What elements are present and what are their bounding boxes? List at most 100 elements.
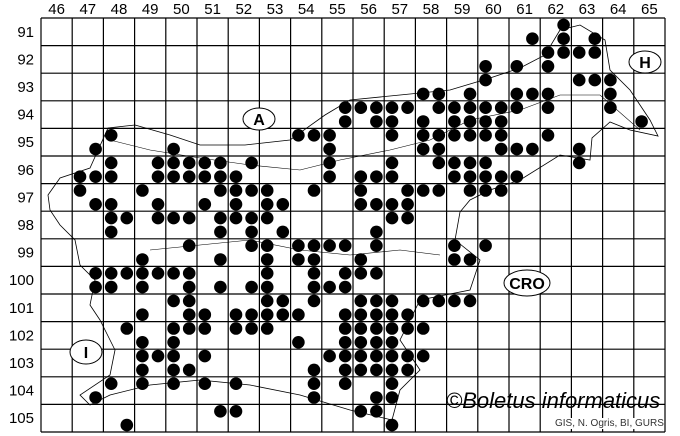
record-dot [541,46,555,59]
record-dot [338,115,352,128]
record-dot [167,142,180,156]
record-dot [73,170,87,183]
record-dot [494,129,508,142]
record-dot [401,308,414,322]
column-label: 49 [142,1,159,18]
record-dot [385,156,399,170]
record-dot [260,267,274,280]
record-dot [182,211,196,225]
record-dot [588,46,602,59]
record-dot [151,267,165,280]
record-dot [89,198,102,211]
column-label: 54 [298,1,315,18]
column-label: 64 [610,1,627,18]
record-dot [541,87,555,101]
record-dot [89,267,102,280]
record-dot [198,377,212,391]
column-label: 56 [360,1,377,18]
row-labels: 91 92 93 94 95 96 97 98 99 100 101 102 103 104 105 [9,24,34,427]
record-dot [572,46,586,59]
record-dot [432,184,446,197]
record-dot [479,170,492,183]
column-label: 65 [641,1,658,18]
record-dot [448,129,461,142]
region-label-croatia: CRO [503,269,551,297]
record-dot [385,211,399,225]
record-dot [494,115,508,128]
record-dot [526,32,539,45]
record-dot [136,349,149,363]
record-dot [307,253,321,266]
record-dot [604,73,617,87]
record-dot [385,336,399,349]
row-label: 102 [9,327,34,344]
record-dot [260,322,274,335]
record-dot [572,156,586,170]
record-dot [354,198,368,211]
record-dot [229,308,243,322]
record-dot [307,267,321,280]
record-dot [370,405,383,418]
record-dot [292,239,305,252]
record-dot [416,349,430,363]
record-dot [416,115,430,128]
record-dot [510,142,524,156]
record-dot [354,363,368,377]
record-dot [307,377,321,391]
record-dot [416,184,430,197]
record-dot [385,308,399,322]
record-dot [120,418,134,432]
record-dot [588,32,602,45]
record-dot [260,211,274,225]
record-dot [354,294,368,308]
record-dot [182,170,196,183]
record-dot [385,322,399,335]
record-dot [370,349,383,363]
record-dot [120,267,134,280]
record-dot [354,267,368,280]
column-label: 57 [391,1,408,18]
column-label: 53 [267,1,284,18]
record-dot [167,156,180,170]
column-label: 62 [547,1,564,18]
record-dot [494,101,508,114]
record-dot [276,308,290,322]
copyright-watermark: ©Boletus informaticus [446,388,661,413]
record-dot [214,170,227,183]
record-dot [198,308,212,322]
record-dot [338,349,352,363]
record-dot [370,267,383,280]
record-dot [338,336,352,349]
record-dot [385,101,399,114]
record-dot [245,308,258,322]
hungary-label: H [639,55,651,72]
record-dot [214,211,227,225]
record-dot [214,280,227,294]
record-dot [479,60,492,73]
record-dot [432,142,446,156]
record-dot [448,239,461,252]
record-dot [260,239,274,252]
croatia-label: CRO [509,276,545,293]
row-label: 96 [17,162,34,179]
record-dot [448,294,461,308]
record-dot [151,211,165,225]
record-dot [167,267,180,280]
region-label-austria: A [242,107,276,131]
row-label: 92 [17,51,34,68]
record-dot [323,129,336,142]
record-dot [354,253,368,266]
record-dot [385,170,399,183]
record-dot [214,405,227,418]
record-dot [229,211,243,225]
record-dot [463,170,477,183]
row-label: 101 [9,300,34,317]
row-label: 99 [17,245,34,262]
record-dot [260,253,274,266]
record-dot [370,322,383,335]
column-label: 50 [173,1,190,18]
record-dot [385,377,399,391]
italy-label: I [84,345,88,362]
row-label: 100 [9,272,34,289]
record-dot [385,115,399,128]
